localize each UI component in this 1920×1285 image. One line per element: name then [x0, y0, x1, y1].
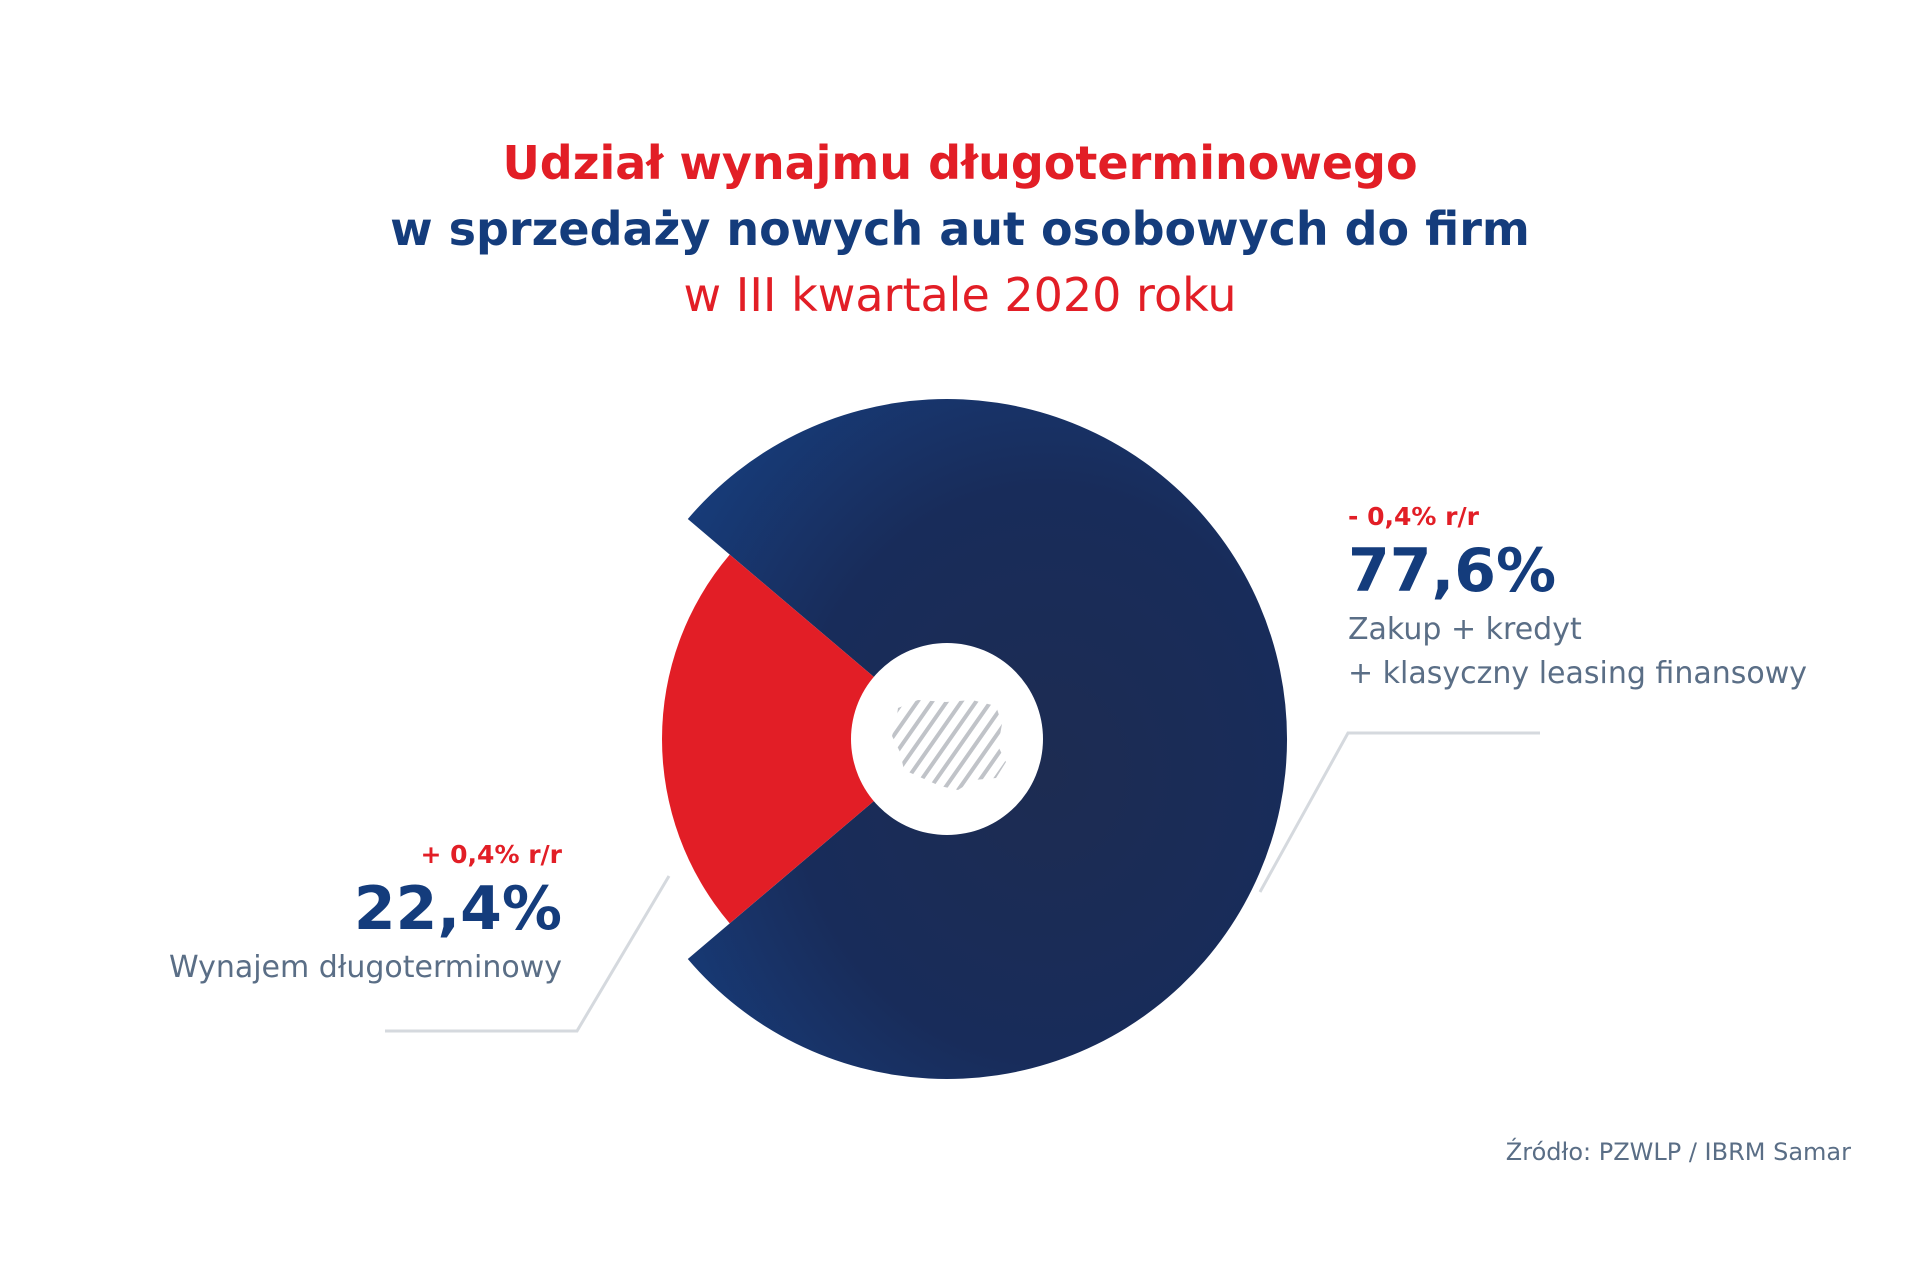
description-line-1: Zakup + kredyt [1348, 612, 1582, 647]
value-label: 22,4% [353, 874, 562, 944]
change-label: + 0,4% r/r [420, 840, 562, 869]
description-line-2: + klasyczny leasing finansowy [1348, 656, 1808, 691]
change-label: - 0,4% r/r [1348, 502, 1479, 531]
source-note: Źródło: PZWLP / IBRM Samar [1505, 1138, 1851, 1166]
connector-line-purchase [1258, 731, 1540, 893]
pie-slice-rental [662, 554, 947, 924]
connector-line-rental [385, 875, 671, 1033]
title-line-1: Udział wynajmu długoterminowego [502, 136, 1418, 190]
description-line-1: Wynajem długoterminowy [168, 950, 562, 985]
title-line-2: w sprzedaży nowych aut osobowych do firm [390, 202, 1530, 256]
poland-map-icon [892, 700, 1006, 790]
title-line-3: w III kwartale 2020 roku [683, 268, 1237, 322]
chart-title: Udział wynajmu długoterminowego w sprzed… [0, 130, 1920, 328]
slice-label-purchase: - 0,4% r/r 77,6% Zakup + kredyt + klasyc… [1348, 500, 1807, 696]
value-label: 77,6% [1348, 536, 1557, 606]
slice-label-rental: + 0,4% r/r 22,4% Wynajem długoterminowy [169, 838, 562, 990]
